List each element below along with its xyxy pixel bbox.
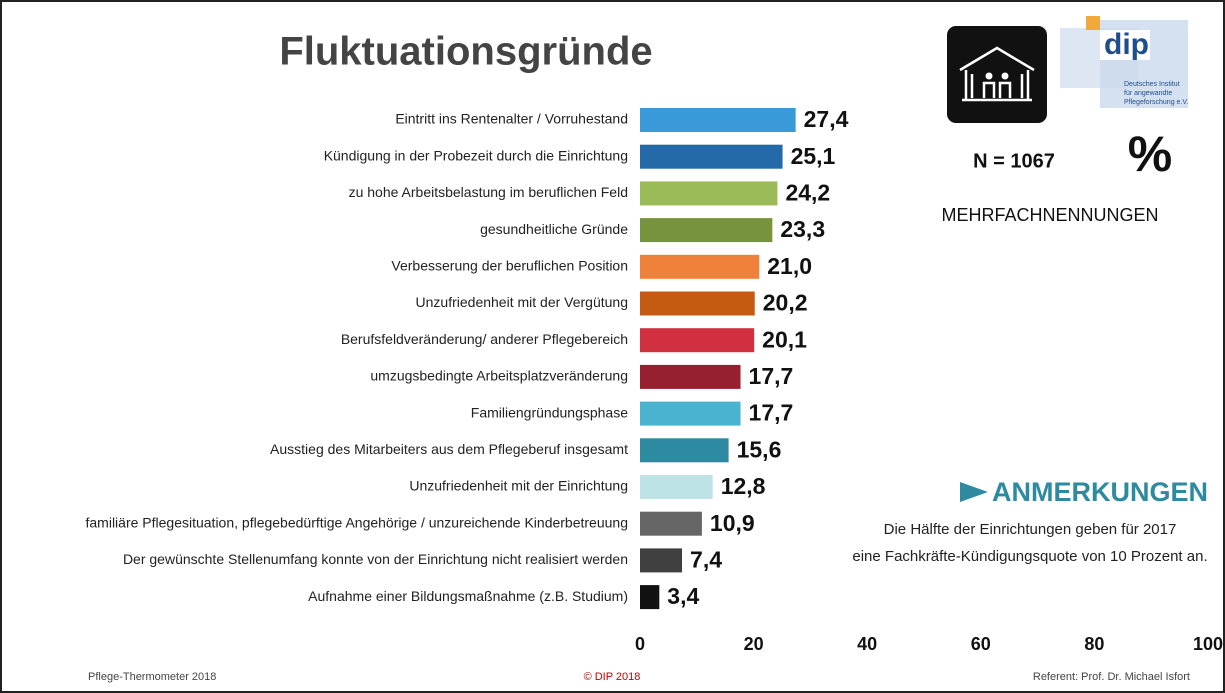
bar (640, 475, 713, 499)
arrow (960, 482, 988, 502)
category-label: Kündigung in der Probezeit durch die Ein… (324, 147, 628, 163)
category-label: Ausstieg des Mitarbeiters aus dem Pflege… (270, 441, 628, 457)
category-label: Eintritt ins Rentenalter / Vorruhestand (395, 111, 628, 127)
category-label: familiäre Pflegesituation, pflegebedürft… (86, 514, 629, 530)
value-label: 27,4 (804, 106, 849, 132)
remarks-line: Die Hälfte der Einrichtungen geben für 2… (884, 521, 1177, 538)
value-label: 12,8 (721, 473, 766, 499)
category-label: Der gewünschte Stellenumfang konnte von … (123, 551, 628, 567)
bar (640, 438, 729, 463)
category-label: umzugsbedingte Arbeitsplatzveränderung (370, 368, 628, 384)
value-label: 20,1 (762, 326, 807, 352)
value-label: 21,0 (767, 253, 812, 279)
value-label: 17,7 (749, 363, 794, 389)
value-label: 17,7 (749, 400, 794, 426)
chart-title: Fluktuationsgründe (279, 30, 652, 74)
value-label: 24,2 (785, 179, 830, 205)
note-label: MEHRFACHNENNUNGEN (941, 205, 1158, 225)
value-label: 23,3 (780, 216, 825, 242)
bar (640, 401, 741, 426)
unit: % (1128, 126, 1172, 182)
footer-center: © DIP 2018 (584, 671, 641, 683)
sample-size: N = 1067 (973, 150, 1055, 172)
bar (640, 181, 778, 206)
category-label: Unzufriedenheit mit der Einrichtung (409, 478, 628, 494)
x-tick-label: 100 (1193, 634, 1223, 654)
value-label: 10,9 (710, 510, 755, 536)
value-label: 15,6 (737, 436, 782, 462)
bar (640, 218, 773, 243)
value-label: 25,1 (791, 143, 836, 169)
bar (640, 585, 660, 610)
bar (640, 144, 783, 169)
bar (640, 108, 796, 132)
value-label: 7,4 (690, 546, 722, 572)
x-tick-label: 0 (635, 634, 645, 654)
category-label: Berufsfeldveränderung/ anderer Pflegeber… (341, 331, 628, 347)
value-label: 20,2 (763, 290, 808, 316)
bar (640, 328, 755, 353)
bar (640, 511, 702, 536)
remarks-line: eine Fachkräfte-Kündigungsquote von 10 P… (852, 548, 1207, 565)
x-tick-label: 80 (1084, 634, 1104, 654)
logo-line: Pflegeforschung e.V. (1124, 99, 1188, 106)
house-icon (947, 26, 1047, 123)
bar (640, 291, 755, 316)
logo-name: dip (1104, 28, 1149, 61)
x-tick-label: 60 (971, 634, 991, 654)
logo-line: Deutsches Institut (1124, 81, 1180, 88)
bar (640, 364, 741, 389)
category-label: Verbesserung der beruflichen Position (391, 258, 628, 274)
category-label: gesundheitliche Gründe (480, 221, 628, 237)
footer-left: Pflege-Thermometer 2018 (88, 671, 216, 683)
footer-right: Referent: Prof. Dr. Michael Isfort (1033, 671, 1190, 683)
category-label: zu hohe Arbeitsbelastung im beruflichen … (349, 184, 628, 200)
category-label: Unzufriedenheit mit der Vergütung (416, 294, 628, 310)
bar (640, 548, 683, 573)
category-label: Aufnahme einer Bildungsmaßnahme (z.B. St… (308, 588, 628, 604)
bar (640, 254, 760, 279)
logo-line: für angewandte (1124, 90, 1172, 97)
x-tick-label: 20 (744, 634, 764, 654)
x-tick-label: 40 (857, 634, 877, 654)
category-label: Familiengründungsphase (471, 404, 628, 420)
remarks-heading: ANMERKUNGEN (992, 477, 1208, 507)
logo: dip Deutsches Institut für angewandte Pf… (1060, 16, 1188, 108)
value-label: 3,4 (667, 583, 699, 609)
